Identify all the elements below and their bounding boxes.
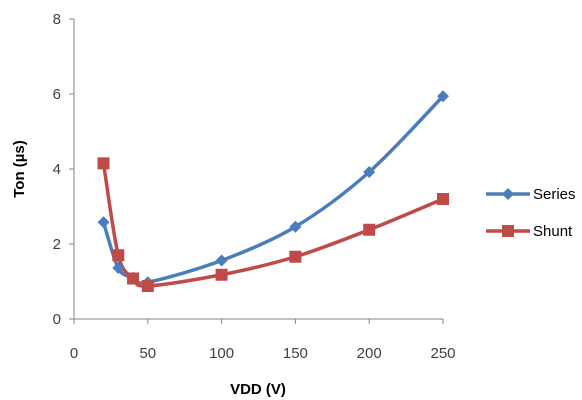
y-tick-label: 2 [53, 236, 61, 253]
x-tick-label: 50 [139, 345, 156, 362]
legend-marker-series [502, 188, 514, 200]
series-data-point [363, 166, 376, 178]
x-tick-label: 0 [70, 345, 78, 362]
x-tick-label: 250 [430, 345, 455, 362]
legend-marker-shunt [502, 225, 514, 237]
series-data-point [112, 262, 125, 274]
x-axis-title: VDD (V) [230, 381, 286, 398]
shunt-data-point [127, 272, 140, 285]
shunt-data-point [112, 249, 125, 262]
shunt-data-point [141, 280, 154, 292]
x-tick-label: 150 [283, 345, 308, 362]
y-tick-label: 8 [53, 11, 61, 28]
legend-item-series: Series [486, 186, 576, 203]
axes [69, 18, 444, 324]
series-series-line [101, 94, 445, 285]
legend-item-shunt: Shunt [486, 223, 573, 240]
shunt-data-point [437, 193, 449, 205]
series-data-point [437, 90, 449, 103]
x-tick-label: 200 [357, 345, 382, 362]
series-data-point [289, 220, 302, 233]
shunt-data-point [215, 268, 228, 281]
x-tick-label: 100 [209, 345, 234, 362]
legend: Series Shunt [486, 186, 576, 240]
shunt-data-point [97, 157, 110, 170]
tick-labels: 0 2 4 6 8 0 50 100 150 200 250 [53, 11, 456, 362]
y-axis-title: Ton (µs) [11, 140, 28, 198]
y-tick-label: 4 [53, 161, 61, 178]
y-tick-label: 0 [53, 311, 61, 328]
shunt-data-point [289, 250, 302, 263]
shunt-series-line [101, 161, 445, 288]
legend-label-series: Series [533, 186, 576, 203]
legend-label-shunt: Shunt [533, 223, 573, 240]
shunt-data-point [363, 223, 376, 236]
plot-area [97, 90, 449, 292]
series-data-point [215, 254, 228, 267]
series-data-point [97, 216, 110, 229]
y-tick-label: 6 [53, 86, 61, 103]
